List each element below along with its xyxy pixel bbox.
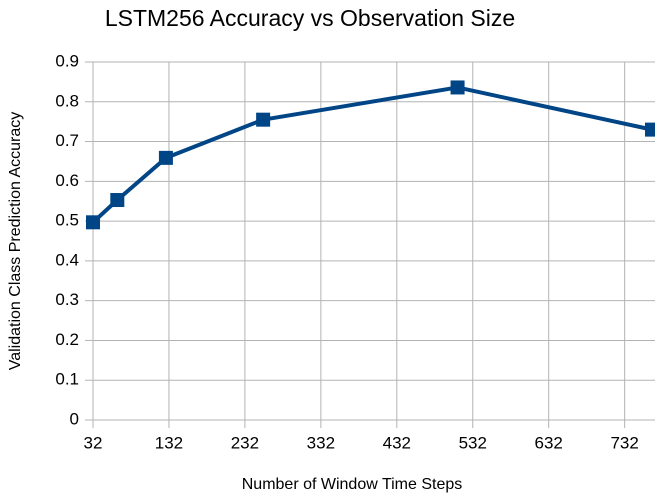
x-tick-label: 132 bbox=[155, 433, 183, 452]
x-tick-label: 732 bbox=[610, 433, 638, 452]
series-line bbox=[91, 85, 653, 224]
y-tick-label: 0.4 bbox=[55, 250, 79, 269]
point-marker bbox=[158, 150, 173, 165]
y-tick-label: 0.9 bbox=[55, 51, 79, 70]
point-marker bbox=[450, 80, 465, 95]
x-tick-label: 632 bbox=[535, 433, 563, 452]
x-tick-label: 532 bbox=[459, 433, 487, 452]
x-tick-label: 32 bbox=[84, 433, 103, 452]
x-tick-label: 332 bbox=[307, 433, 335, 452]
point-marker bbox=[645, 122, 655, 137]
y-tick-label: 0.5 bbox=[55, 211, 79, 230]
x-tick-label: 432 bbox=[383, 433, 411, 452]
point-marker bbox=[86, 215, 100, 230]
y-tick-label: 0.3 bbox=[55, 290, 79, 309]
y-tick-label: 0.2 bbox=[55, 330, 79, 349]
y-tick-label: 0 bbox=[70, 409, 79, 428]
y-axis-label: Validation Class Prediction Accuracy bbox=[7, 112, 24, 371]
y-tick-label: 0.1 bbox=[55, 370, 79, 389]
point-marker bbox=[256, 112, 271, 127]
y-tick-label: 0.7 bbox=[55, 131, 79, 150]
chart-title: LSTM256 Accuracy vs Observation Size bbox=[105, 5, 515, 31]
y-tick-label: 0.8 bbox=[55, 91, 79, 110]
x-tick-label: 232 bbox=[231, 433, 259, 452]
x-axis-label: Number of Window Time Steps bbox=[242, 476, 463, 493]
point-marker bbox=[110, 193, 125, 208]
y-tick-label: 0.6 bbox=[55, 171, 79, 190]
